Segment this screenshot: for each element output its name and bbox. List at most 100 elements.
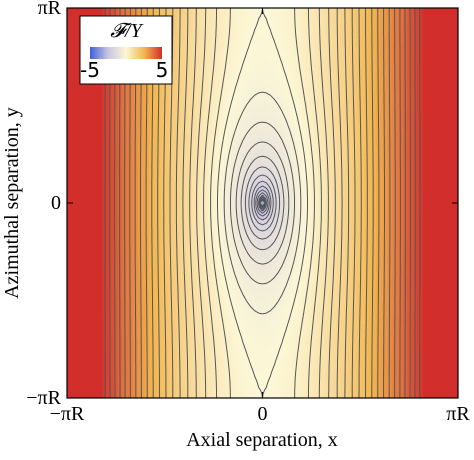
field-cell [192, 164, 197, 169]
field-cell [70, 164, 76, 169]
field-cell [180, 304, 185, 309]
field-cell [196, 347, 201, 352]
field-cell [250, 331, 256, 337]
field-cell [192, 121, 197, 126]
field-cell [90, 370, 95, 376]
field-cell [82, 167, 88, 173]
field-cell [70, 206, 76, 212]
field-cell [74, 327, 80, 333]
field-cell [211, 132, 217, 138]
field-cell [149, 113, 154, 118]
field-cell [110, 144, 115, 149]
field-cell [235, 27, 240, 32]
field-cell [67, 206, 72, 212]
field-cell [149, 281, 154, 286]
field-cell [137, 105, 142, 110]
field-cell [113, 97, 119, 103]
field-cell [149, 308, 154, 313]
field-cell [227, 66, 232, 71]
field-cell [199, 15, 205, 21]
field-cell [90, 323, 95, 329]
field-cell [74, 97, 80, 103]
field-cell [196, 58, 201, 64]
field-cell [125, 284, 131, 290]
field-cell [98, 121, 103, 126]
field-cell [153, 386, 158, 391]
field-cell [246, 191, 252, 196]
field-cell [250, 195, 256, 200]
field-cell [199, 39, 205, 44]
field-cell [242, 191, 248, 196]
field-cell [231, 31, 236, 36]
field-cell [196, 277, 201, 282]
field-cell [129, 304, 135, 309]
field-cell [149, 366, 154, 372]
field-cell [102, 292, 107, 298]
field-cell [258, 50, 264, 56]
field-cell [223, 82, 228, 87]
field-cell [67, 281, 72, 286]
field-cell [172, 156, 178, 161]
field-cell [133, 226, 138, 231]
field-cell [113, 226, 119, 231]
field-cell [196, 35, 201, 40]
field-cell [113, 323, 119, 329]
field-cell [160, 11, 166, 17]
field-cell [180, 284, 185, 290]
field-cell [207, 281, 213, 286]
field-cell [211, 265, 217, 270]
field-cell [98, 214, 103, 220]
field-cell [106, 288, 111, 294]
field-cell [137, 206, 142, 212]
field-cell [235, 374, 240, 380]
field-cell [231, 125, 236, 130]
field-cell [82, 316, 88, 321]
field-cell [137, 152, 142, 157]
field-cell [219, 327, 224, 333]
field-cell [250, 261, 256, 266]
field-cell [246, 374, 252, 380]
field-cell [164, 374, 170, 380]
field-cell [110, 370, 115, 376]
field-cell [98, 273, 103, 278]
field-cell [203, 199, 209, 204]
field-cell [90, 312, 95, 317]
field-cell [172, 296, 178, 302]
field-cell [199, 164, 205, 169]
field-cell [113, 214, 119, 220]
field-cell [250, 214, 256, 220]
field-cell [250, 366, 256, 372]
field-cell [184, 312, 189, 317]
field-cell [207, 195, 213, 200]
field-cell [70, 359, 76, 364]
field-cell [137, 277, 142, 282]
field-cell [168, 152, 174, 157]
field-cell [168, 222, 174, 227]
field-cell [250, 152, 256, 157]
field-cell [196, 370, 201, 376]
field-cell [223, 242, 228, 247]
field-cell [70, 62, 76, 68]
field-cell [133, 199, 138, 204]
field-cell [192, 113, 197, 118]
field-cell [153, 152, 158, 157]
field-cell [184, 121, 189, 126]
field-cell [137, 296, 142, 302]
field-cell [176, 222, 181, 227]
field-cell [82, 339, 88, 344]
field-cell [82, 238, 88, 243]
field-cell [67, 343, 72, 348]
field-cell [74, 183, 80, 188]
field-cell [121, 121, 127, 126]
field-cell [215, 117, 221, 122]
field-cell [137, 128, 142, 134]
field-cell [211, 160, 217, 165]
field-cell [188, 74, 193, 79]
field-cell [180, 93, 185, 99]
field-cell [196, 156, 201, 161]
field-cell [207, 144, 213, 149]
field-cell [211, 300, 217, 305]
field-cell [160, 214, 166, 220]
field-cell [67, 113, 72, 118]
field-cell [74, 43, 80, 48]
